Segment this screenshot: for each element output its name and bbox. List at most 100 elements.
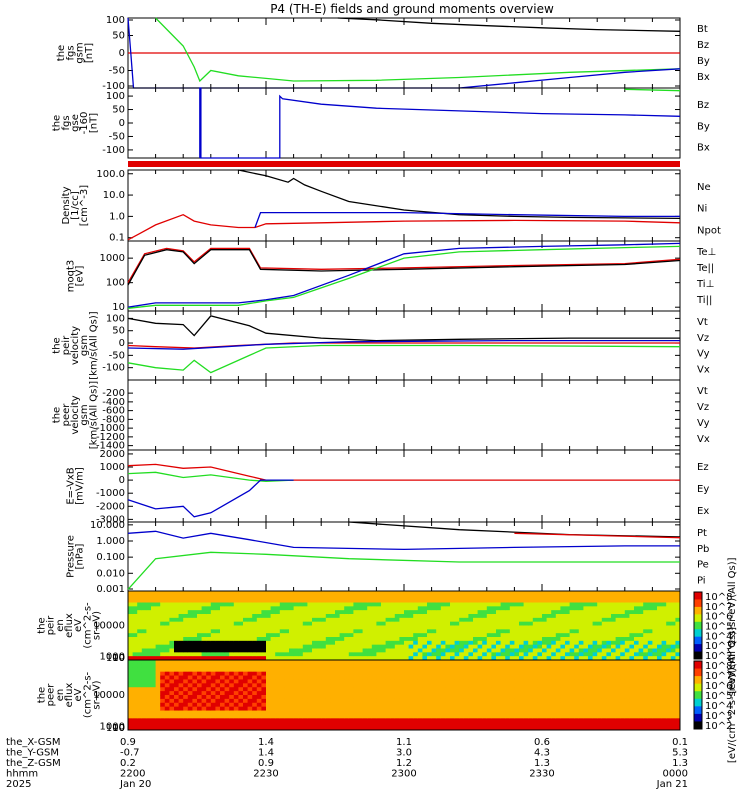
heatmap-cell (578, 710, 584, 715)
heatmap-cell (629, 644, 635, 649)
heatmap-cell (220, 656, 225, 661)
heatmap-cell (339, 706, 345, 711)
heatmap-cell (500, 640, 506, 646)
heatmap-cell (132, 594, 138, 600)
heatmap-cell (519, 602, 524, 607)
heatmap-cell (440, 656, 446, 661)
heatmap-cell (592, 671, 598, 676)
heatmap-cell (289, 687, 294, 692)
heatmap-cell (537, 598, 543, 603)
heatmap-cell (293, 598, 299, 603)
y-tick-label: -50 (109, 66, 125, 77)
heatmap-cell (454, 652, 460, 657)
heatmap-cell (381, 726, 386, 731)
heatmap-cell (215, 644, 221, 649)
heatmap-cell (293, 660, 299, 665)
heatmap-cell (454, 637, 460, 642)
colorbar-segment (694, 629, 702, 638)
heatmap-cell (201, 679, 207, 684)
heatmap-cell (293, 594, 299, 600)
heatmap-cell (132, 710, 138, 715)
heatmap-cell (675, 617, 681, 623)
heatmap-cell (358, 610, 363, 615)
heatmap-cell (445, 702, 451, 708)
heatmap-cell (578, 640, 584, 646)
heatmap-cell (261, 683, 267, 688)
heatmap-cell (160, 691, 166, 696)
heatmap-cell (312, 698, 317, 704)
heatmap-cell (657, 683, 662, 688)
heatmap-cell (252, 691, 258, 696)
heatmap-cell (408, 663, 414, 669)
heatmap-cell (233, 591, 239, 596)
heatmap-cell (532, 698, 538, 704)
heatmap-cell (206, 718, 212, 723)
heatmap-cell (468, 663, 474, 669)
heatmap-cell (316, 637, 322, 642)
heatmap-cell (569, 675, 575, 680)
heatmap-cell (422, 671, 428, 676)
heatmap-cell (293, 675, 299, 680)
heatmap-cell (151, 648, 156, 653)
heatmap-cell (146, 722, 152, 727)
y-axis-label: peer (61, 403, 72, 427)
heatmap-cell (528, 648, 534, 653)
heatmap-cell (611, 710, 616, 715)
y-tick-label: 100 (106, 91, 125, 102)
heatmap-cell (128, 621, 133, 626)
heatmap-cell (344, 594, 350, 600)
heatmap-cell (197, 691, 202, 696)
heatmap-cell (491, 710, 497, 715)
heatmap-cell (210, 722, 216, 727)
heatmap-cell (431, 667, 437, 673)
heatmap-cell (206, 675, 212, 680)
heatmap-cell (339, 614, 345, 619)
heatmap-cell (459, 637, 465, 642)
heatmap-cell (316, 656, 322, 661)
heatmap-cell (482, 602, 488, 607)
heatmap-cell (247, 625, 253, 630)
heatmap-cell (459, 648, 465, 653)
heatmap-cell (128, 617, 133, 623)
heatmap-cell (325, 591, 331, 596)
heatmap-cell (270, 610, 276, 615)
heatmap-cell (335, 691, 340, 696)
heatmap-cell (312, 598, 317, 603)
heatmap-cell (279, 591, 285, 596)
heatmap-cell (312, 614, 317, 619)
heatmap-cell (215, 702, 221, 708)
heatmap-cell (183, 679, 189, 684)
heatmap-cell (390, 656, 396, 661)
heatmap-cell (385, 656, 391, 661)
heatmap-cell (284, 714, 290, 719)
heatmap-cell (187, 663, 193, 669)
heatmap-cell (266, 667, 271, 673)
heatmap-cell (381, 722, 386, 727)
heatmap-cell (445, 667, 451, 673)
heatmap-cell (197, 598, 202, 603)
heatmap-cell (137, 722, 143, 727)
series-Ti⊥ (127, 242, 681, 308)
heatmap-cell (252, 644, 258, 649)
heatmap-cell (247, 667, 253, 673)
heatmap-cell (528, 691, 534, 696)
heatmap-cell (555, 606, 561, 611)
heatmap-cell (592, 610, 598, 615)
heatmap-cell (233, 695, 239, 700)
heatmap-cell (275, 610, 281, 615)
y-axis-label: [nT] (84, 43, 95, 63)
heatmap-cell (146, 625, 152, 630)
heatmap-cell (417, 679, 423, 684)
heatmap-cell (592, 656, 598, 661)
heatmap-cell (358, 687, 363, 692)
heatmap-cell (174, 663, 179, 669)
heatmap-cell (459, 663, 465, 669)
heatmap-cell (215, 691, 221, 696)
heatmap-cell (362, 718, 368, 723)
heatmap-cell (546, 706, 552, 711)
heatmap-cell (266, 629, 271, 634)
heatmap-cell (353, 671, 359, 676)
heatmap-cell (647, 644, 653, 649)
heatmap-cell (537, 640, 543, 646)
heatmap-cell (293, 695, 299, 700)
